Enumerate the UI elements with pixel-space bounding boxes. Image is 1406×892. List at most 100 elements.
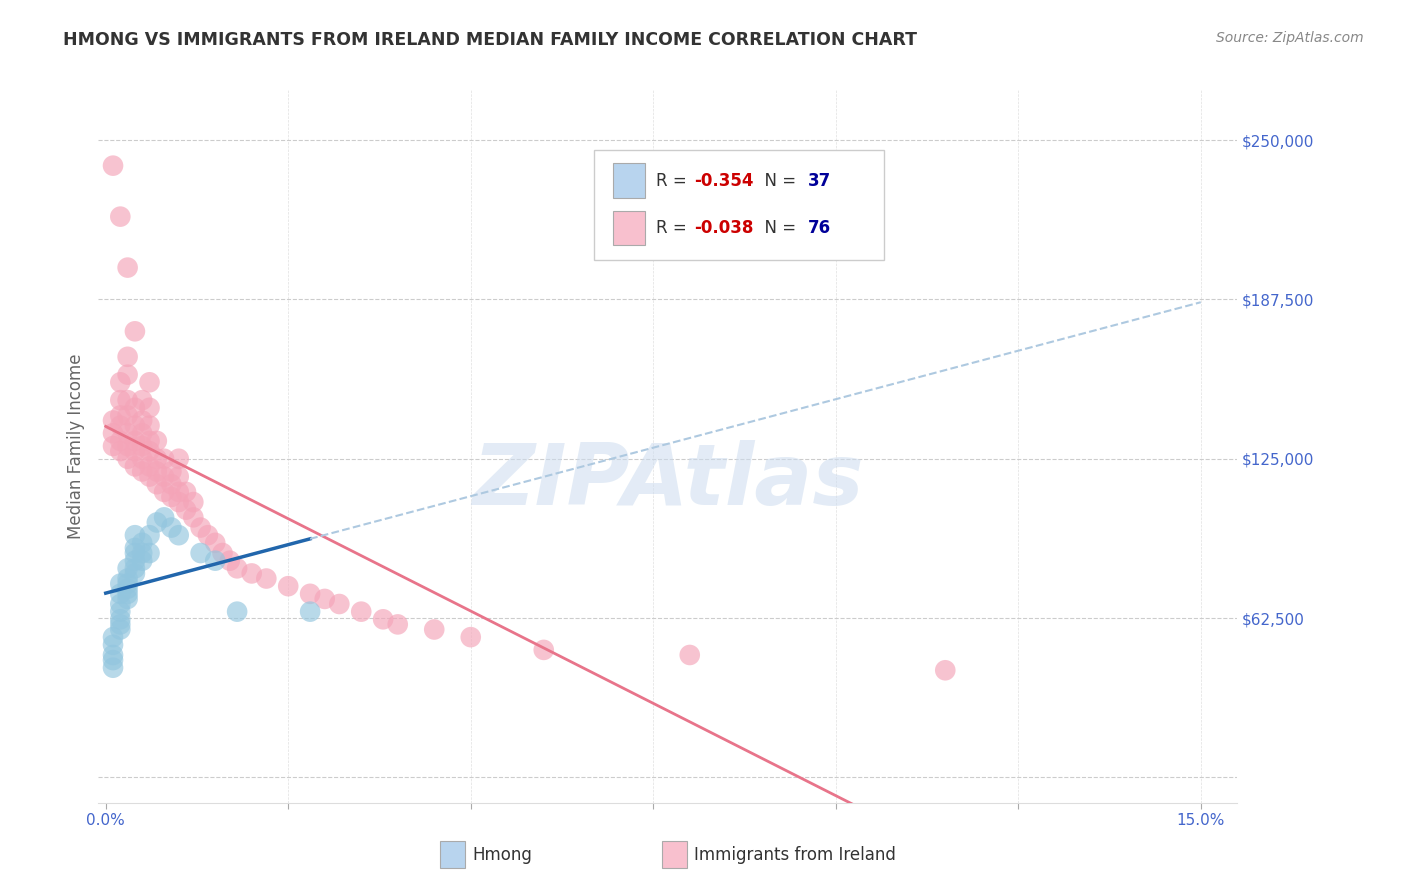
- FancyBboxPatch shape: [662, 841, 688, 869]
- Point: [101, 648, 124, 662]
- Point: [138, 434, 160, 448]
- Point: [101, 426, 124, 441]
- Point: [101, 661, 124, 675]
- Point: [138, 459, 160, 474]
- Point: [146, 434, 169, 448]
- Point: [110, 444, 132, 458]
- Point: [124, 528, 146, 542]
- Point: [124, 459, 146, 474]
- Point: [131, 554, 153, 568]
- FancyBboxPatch shape: [593, 150, 884, 260]
- Point: [146, 451, 169, 466]
- Point: [124, 444, 146, 458]
- Point: [160, 465, 183, 479]
- Point: [117, 409, 139, 423]
- Point: [117, 591, 139, 606]
- Point: [153, 484, 176, 499]
- Point: [131, 413, 153, 427]
- Point: [160, 477, 183, 491]
- Point: [124, 561, 146, 575]
- Text: R =: R =: [657, 219, 693, 237]
- Point: [153, 469, 176, 483]
- Point: [679, 648, 702, 662]
- Point: [153, 510, 176, 524]
- Point: [533, 643, 555, 657]
- Point: [131, 546, 153, 560]
- Point: [124, 434, 146, 448]
- Point: [117, 260, 139, 275]
- Point: [138, 401, 160, 415]
- Text: N =: N =: [755, 171, 801, 189]
- Point: [110, 434, 132, 448]
- Point: [277, 579, 299, 593]
- Text: -0.038: -0.038: [695, 219, 754, 237]
- Point: [314, 591, 336, 606]
- Point: [117, 572, 139, 586]
- Point: [110, 605, 132, 619]
- Point: [371, 612, 394, 626]
- Point: [117, 393, 139, 408]
- Point: [110, 576, 132, 591]
- Point: [197, 528, 219, 542]
- Point: [254, 572, 277, 586]
- Point: [101, 159, 124, 173]
- Point: [138, 546, 160, 560]
- Point: [110, 612, 132, 626]
- Point: [131, 393, 153, 408]
- Point: [110, 376, 132, 390]
- Point: [174, 502, 197, 516]
- Point: [146, 516, 169, 530]
- Point: [117, 451, 139, 466]
- Point: [124, 546, 146, 560]
- Point: [131, 536, 153, 550]
- Text: R =: R =: [657, 171, 693, 189]
- Point: [124, 401, 146, 415]
- Point: [110, 409, 132, 423]
- Text: 37: 37: [808, 171, 831, 189]
- Point: [174, 484, 197, 499]
- Point: [167, 528, 190, 542]
- Point: [110, 617, 132, 632]
- Point: [190, 520, 212, 534]
- Point: [117, 439, 139, 453]
- Point: [387, 617, 409, 632]
- Point: [101, 653, 124, 667]
- Point: [110, 597, 132, 611]
- Point: [138, 376, 160, 390]
- Point: [117, 587, 139, 601]
- Point: [190, 546, 212, 560]
- Point: [423, 623, 446, 637]
- Point: [131, 465, 153, 479]
- Point: [124, 566, 146, 581]
- FancyBboxPatch shape: [440, 841, 465, 869]
- Point: [167, 469, 190, 483]
- Point: [350, 605, 373, 619]
- Point: [110, 393, 132, 408]
- Point: [131, 439, 153, 453]
- Point: [167, 495, 190, 509]
- Point: [124, 418, 146, 433]
- Point: [204, 536, 226, 550]
- Point: [160, 490, 183, 504]
- Point: [183, 495, 205, 509]
- Point: [226, 605, 249, 619]
- Point: [101, 413, 124, 427]
- Point: [110, 418, 132, 433]
- Text: Source: ZipAtlas.com: Source: ZipAtlas.com: [1216, 31, 1364, 45]
- Point: [124, 554, 146, 568]
- Point: [117, 582, 139, 596]
- Point: [131, 426, 153, 441]
- Point: [138, 528, 160, 542]
- Point: [131, 451, 153, 466]
- Point: [138, 469, 160, 483]
- Point: [138, 418, 160, 433]
- Point: [101, 630, 124, 644]
- Text: Immigrants from Ireland: Immigrants from Ireland: [695, 846, 896, 863]
- Point: [110, 623, 132, 637]
- Point: [153, 451, 176, 466]
- Text: N =: N =: [755, 219, 801, 237]
- Point: [117, 576, 139, 591]
- Text: HMONG VS IMMIGRANTS FROM IRELAND MEDIAN FAMILY INCOME CORRELATION CHART: HMONG VS IMMIGRANTS FROM IRELAND MEDIAN …: [63, 31, 917, 49]
- Point: [299, 587, 322, 601]
- Point: [146, 465, 169, 479]
